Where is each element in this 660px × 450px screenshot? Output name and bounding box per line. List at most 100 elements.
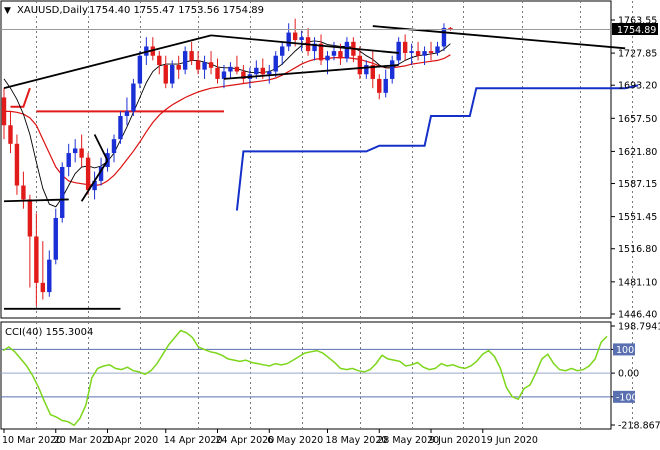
candle-body [415, 51, 421, 56]
time-tick-label: 24 Apr 2020 [216, 435, 275, 446]
candle [137, 51, 143, 89]
main-pane [0, 0, 639, 319]
candle [157, 51, 162, 75]
candle-body [396, 41, 401, 61]
candle [292, 18, 298, 47]
candle [377, 74, 382, 100]
candle [215, 58, 220, 84]
candle [441, 23, 447, 52]
candle-body [176, 65, 181, 70]
price-tick-label: 1727.85 [618, 49, 657, 60]
time-tick-label: 1 Apr 2020 [106, 435, 159, 446]
time-tick-label: 19 Jun 2020 [481, 435, 538, 446]
candle [318, 34, 324, 66]
last-price-tag: 1754.89 [612, 23, 658, 36]
candle [163, 55, 168, 89]
time-tick-label: 18 May 2020 [326, 435, 388, 446]
candle-body [377, 78, 382, 93]
price-axis: 1763.55 1727.85 1693.20 1657.50 1621.80 1587.… [611, 16, 657, 321]
candle [131, 78, 136, 116]
candle-body [111, 139, 117, 154]
candle-body [85, 157, 91, 191]
candle-body [79, 148, 84, 158]
candle-body [189, 51, 194, 61]
candle [221, 65, 227, 89]
candle-body [435, 46, 440, 53]
candle [280, 41, 285, 66]
candle-body [47, 259, 52, 293]
candle [241, 65, 246, 84]
candle [228, 62, 233, 79]
trendline [3, 34, 212, 90]
candle [118, 111, 123, 144]
candle-body [292, 32, 298, 40]
header-symbol: XAUUSD,Daily [17, 5, 88, 16]
candle [383, 69, 388, 98]
ma-slow-line [4, 54, 451, 187]
price-tick-label: 1446.40 [618, 310, 657, 321]
candle-body [163, 65, 168, 84]
candle [47, 250, 52, 297]
main-pane-frame [0, 0, 612, 319]
candle-body [98, 166, 104, 181]
price-tick-label: 1621.80 [618, 147, 657, 158]
cci-tick-label: 198.7941 [618, 322, 660, 333]
trendline [223, 64, 399, 80]
candle [60, 162, 65, 223]
candle [111, 134, 117, 163]
candle [370, 51, 375, 89]
candlesticks [1, 18, 453, 307]
candle-body [14, 143, 20, 186]
candle-body [8, 125, 13, 144]
cci-pane: CCI(40) 155.3004 [0, 321, 633, 430]
trendline [93, 134, 109, 161]
header-ohlc: 1754.40 1755.47 1753.56 1754.89 [89, 5, 264, 16]
cci-tick-box [613, 390, 635, 403]
candle-body [448, 27, 453, 29]
cci-line [2, 329, 608, 427]
candle-body [370, 65, 375, 79]
trendline [3, 198, 69, 203]
cci-label: CCI(40) 155.3004 [5, 327, 93, 338]
candle [176, 55, 181, 79]
cci-tick-label: -100 [616, 392, 638, 403]
candle [79, 134, 84, 167]
candle-body [202, 62, 207, 70]
candle [124, 97, 130, 126]
last-price-tag-label: 1754.89 [617, 25, 656, 36]
header-arrow: ▼ [4, 6, 11, 16]
cci-tick-box [613, 343, 635, 356]
candle [1, 88, 7, 140]
candle [409, 43, 414, 66]
candle-body [234, 66, 240, 72]
cci-tick-label: 100 [616, 345, 634, 356]
time-tick-label: 14 Apr 2020 [164, 435, 223, 446]
candle [396, 37, 401, 66]
price-tick-label: 1693.20 [618, 81, 657, 92]
trendline [210, 34, 399, 54]
price-tick-label: 1551.45 [618, 212, 657, 223]
candle-body [215, 67, 220, 79]
candle-body [157, 55, 162, 66]
candle [402, 34, 408, 61]
candle [428, 41, 434, 61]
candle [195, 51, 201, 75]
candle [448, 26, 453, 31]
candle-body [208, 62, 214, 68]
candle [182, 46, 188, 75]
candle [234, 55, 240, 75]
candle [34, 213, 39, 307]
candle [390, 55, 395, 84]
candle-body [280, 46, 285, 56]
candle-body [40, 282, 46, 293]
trendline [80, 160, 109, 202]
header: ▼ XAUUSD,Daily 1754.40 1755.47 1753.56 1… [4, 5, 264, 16]
candle-body [170, 65, 175, 84]
candle [357, 46, 363, 79]
price-tick-label: 1481.10 [618, 277, 657, 288]
time-tick-label: 28 May 2020 [377, 435, 439, 446]
candle-body [131, 83, 136, 112]
candle-body [390, 60, 395, 79]
candle [92, 171, 97, 200]
